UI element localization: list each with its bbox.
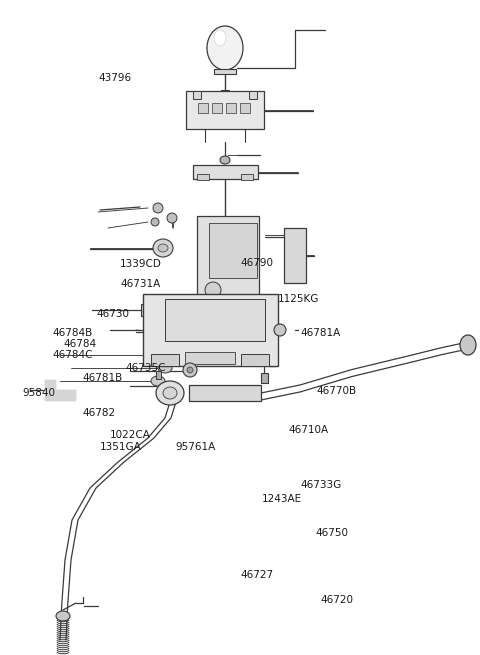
Bar [249, 91, 257, 99]
Text: 46784C: 46784C [52, 350, 93, 360]
Ellipse shape [156, 381, 184, 405]
Text: 1125KG: 1125KG [278, 294, 319, 304]
Text: 46733G: 46733G [300, 480, 341, 490]
Text: 46770B: 46770B [316, 386, 356, 396]
Text: 1339CD: 1339CD [120, 259, 162, 269]
Text: 46727: 46727 [240, 570, 273, 580]
Bar [141, 304, 165, 316]
Bar [241, 174, 253, 180]
Bar [241, 354, 269, 366]
Ellipse shape [158, 244, 168, 252]
Bar [165, 299, 265, 341]
Ellipse shape [214, 30, 226, 46]
Text: 1022CA: 1022CA [110, 430, 151, 440]
Ellipse shape [163, 387, 177, 399]
Ellipse shape [167, 213, 177, 223]
Text: 46781A: 46781A [300, 328, 340, 338]
Bar [284, 227, 306, 282]
Bar [226, 103, 236, 113]
Bar [185, 352, 235, 364]
Ellipse shape [153, 239, 173, 257]
Bar [240, 103, 250, 113]
Text: 46750: 46750 [315, 528, 348, 538]
Text: 46720: 46720 [320, 595, 353, 605]
Text: 46782: 46782 [82, 408, 115, 418]
Text: 46784: 46784 [63, 339, 96, 349]
Bar [221, 90, 229, 94]
Text: 1243AE: 1243AE [262, 494, 302, 504]
Bar [212, 103, 222, 113]
Bar [143, 294, 277, 366]
Bar [261, 373, 267, 383]
Text: 95761A: 95761A [175, 442, 215, 452]
Bar [189, 385, 261, 401]
Text: 46784B: 46784B [52, 328, 92, 338]
Ellipse shape [220, 156, 230, 164]
Bar [197, 216, 259, 304]
Bar [198, 103, 208, 113]
Bar [214, 69, 236, 73]
Bar [193, 91, 201, 99]
Bar [209, 223, 257, 278]
Ellipse shape [183, 363, 197, 377]
Text: 43796: 43796 [98, 73, 131, 83]
Ellipse shape [158, 363, 172, 373]
Ellipse shape [151, 350, 165, 360]
Polygon shape [158, 322, 185, 345]
Text: 46710A: 46710A [288, 425, 328, 435]
Bar [156, 371, 160, 379]
Text: 46735C: 46735C [125, 363, 166, 373]
Ellipse shape [274, 324, 286, 336]
Bar [197, 174, 209, 180]
Text: 46781B: 46781B [82, 373, 122, 383]
Text: 46731A: 46731A [120, 279, 160, 289]
Bar [186, 91, 264, 129]
Ellipse shape [151, 218, 159, 226]
Ellipse shape [56, 611, 70, 621]
Ellipse shape [460, 335, 476, 355]
Polygon shape [45, 380, 75, 400]
Ellipse shape [187, 367, 193, 373]
Ellipse shape [151, 376, 165, 386]
Bar [151, 354, 179, 366]
Text: 46790: 46790 [240, 258, 273, 268]
Bar [192, 165, 257, 179]
Ellipse shape [207, 26, 243, 70]
Text: 1351GA: 1351GA [100, 442, 142, 452]
Text: 46730: 46730 [96, 309, 129, 319]
Ellipse shape [153, 203, 163, 213]
Ellipse shape [205, 282, 221, 298]
Text: 95840: 95840 [22, 388, 55, 398]
